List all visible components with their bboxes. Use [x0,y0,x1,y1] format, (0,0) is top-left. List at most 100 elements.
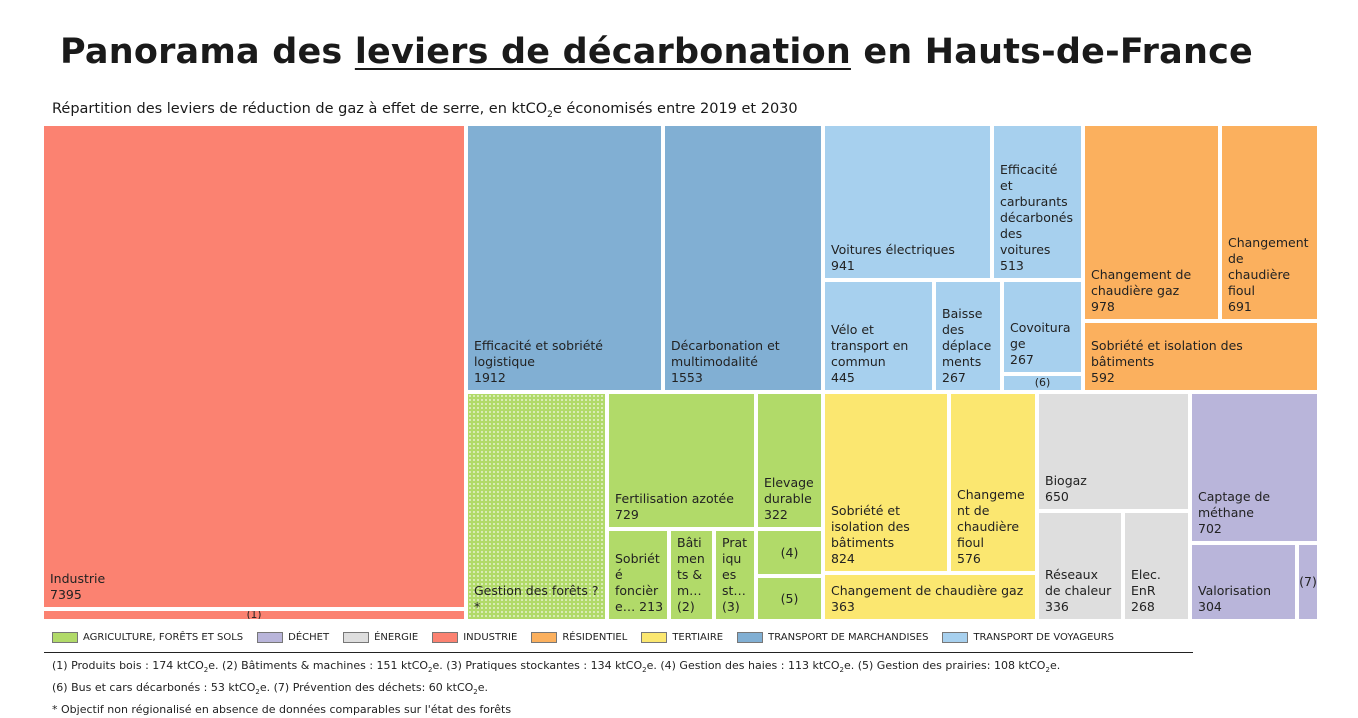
legend-item: TRANSPORT DE VOYAGEURS [942,632,1114,643]
cell-label: Vélo et transport en commun [831,322,909,369]
cell-value: 691 [1228,299,1252,314]
treemap-cell-produits-bois: (1) [42,609,466,621]
legend-item: RÉSIDENTIEL [531,632,627,643]
legend-item: DÉCHET [257,632,329,643]
treemap-cell-ter-chaudiere-fioul: Changeme nt de chaudière fioul 576 [949,392,1037,573]
cell-label: Elevage durable [764,475,814,506]
cell-value: 268 [1131,599,1155,614]
legend-item: INDUSTRIE [432,632,517,643]
cell-label: Bâti men ts & m…(2) [677,535,705,614]
legend-label: AGRICULTURE, FORÊTS ET SOLS [83,632,244,643]
cell-label: Gestion des forêts ?* [474,583,599,614]
treemap-cell-covoiturage: Covoitura ge 267 [1002,280,1083,374]
treemap-cell-captage-methane: Captage de méthane 702 [1190,392,1319,543]
treemap-cell-efficacite-sobriete-logistique: Efficacité et sobriété logistique 1912 [466,124,663,392]
treemap-cell-biogaz: Biogaz 650 [1037,392,1190,511]
cell-label: (1) [246,609,262,621]
cell-label: Changement de chaudière gaz [831,583,1024,598]
treemap-cell-bus-cars: (6) [1002,374,1083,392]
cell-label: Baisse des déplace ments [942,306,992,369]
treemap-cell-res-sobriete-isolation: Sobriété et isolation des bâtiments 592 [1083,321,1319,392]
page-title: Panorama des leviers de décarbonation en… [60,32,1253,72]
cell-label: Fertilisation azotée [615,491,734,506]
legend-swatch [52,632,78,643]
treemap-cell-industrie: Industrie 7395 [42,124,466,609]
cell-label: Sobriété et isolation des bâtiments [831,503,910,550]
cell-label: Valorisation [1198,583,1272,598]
legend-label: TERTIAIRE [672,632,724,643]
treemap-cell-prevention-dechets: (7) [1297,543,1319,621]
cell-label: Changement de chaudière gaz [1091,267,1192,298]
legend-label: TRANSPORT DE MARCHANDISES [768,632,929,643]
cell-label: Elec. EnR [1131,567,1161,598]
legend-item: TERTIAIRE [641,632,723,643]
legend-swatch [737,632,764,643]
treemap-cell-fertilisation-azotee: Fertilisation azotée 729 [607,392,756,529]
treemap-cell-batiments-machines: Bâti men ts & m…(2) [669,529,714,621]
legend-swatch [641,632,668,643]
cell-label: Covoitura ge [1010,320,1071,351]
legend-divider [44,652,1193,653]
cell-value: 729 [615,507,639,522]
treemap-cell-res-chaudiere-gaz: Changement de chaudière gaz 978 [1083,124,1220,321]
legend-label: TRANSPORT DE VOYAGEURS [973,632,1115,643]
cell-label: Biogaz [1045,473,1087,488]
treemap-cell-voitures-electriques: Voitures électriques 941 [823,124,992,280]
treemap-cell-decarbonation-multimodalite: Décarbonation et multimodalité 1553 [663,124,823,392]
legend-swatch [343,632,370,643]
cell-label: Changement de chaudière fioul [1228,235,1309,298]
footnote-line: * Objectif non régionalisé en absence de… [52,703,512,717]
treemap-cell-sobriete-fonciere: Sobriét é foncièr e… 213 [607,529,669,621]
footnote-line: (6) Bus et cars décarbonés : 53 ktCO2e. … [52,681,489,697]
treemap-cell-gestion-haies: (4) [756,529,823,576]
cell-value: 824 [831,551,855,566]
cell-value: 267 [1010,352,1034,367]
treemap-cell-valorisation: Valorisation 304 [1190,543,1297,621]
footnote-line: (1) Produits bois : 174 ktCO2e. (2) Bâti… [52,659,1061,675]
treemap-cell-baisse-deplacements: Baisse des déplace ments 267 [934,280,1002,392]
legend-label: DÉCHET [288,632,330,643]
treemap-cell-reseaux-chaleur: Réseaux de chaleur 336 [1037,511,1123,621]
cell-value: 336 [1045,599,1069,614]
cell-label: Voitures électriques [831,242,955,257]
treemap-cell-ter-sobriete-isolation: Sobriété et isolation des bâtiments 824 [823,392,949,573]
cell-label: Changeme nt de chaudière fioul [957,487,1025,550]
legend-item: ÉNERGIE [343,632,418,643]
legend-item: AGRICULTURE, FORÊTS ET SOLS [52,632,243,643]
cell-value: 650 [1045,489,1069,504]
cell-label: Captage de méthane [1198,489,1271,520]
cell-label: (4) [780,544,799,560]
cell-value: 702 [1198,521,1222,536]
legend-label: RÉSIDENTIEL [562,632,628,643]
cell-label: Sobriété et isolation des bâtiments [1091,338,1243,369]
cell-value: 445 [831,370,855,385]
treemap-cell-efficacite-carburants-voitures: Efficacité et carburants décarbonés des … [992,124,1083,280]
footnotes: (1) Produits bois : 174 ktCO2e. (2) Bâti… [52,657,1060,718]
legend-item: TRANSPORT DE MARCHANDISES [737,632,928,643]
legend-label: ÉNERGIE [374,632,419,643]
chart-subtitle: Répartition des leviers de réduction de … [52,101,798,120]
treemap-cell-gestion-prairies: (5) [756,576,823,621]
legend: AGRICULTURE, FORÊTS ET SOLS DÉCHET ÉNERGIE… [52,632,1128,643]
treemap-cell-pratiques-stockantes: Prat iqu es st…(3) [714,529,756,621]
legend-swatch [257,632,284,643]
cell-value: 363 [831,599,855,614]
treemap-cell-gestion-forets: Gestion des forêts ?* [466,392,607,621]
treemap-cell-elec-enr: Elec. EnR 268 [1123,511,1190,621]
cell-value: 941 [831,258,855,273]
cell-label: (5) [780,590,799,606]
legend-label: INDUSTRIE [463,632,518,643]
treemap-cell-res-chaudiere-fioul: Changement de chaudière fioul 691 [1220,124,1319,321]
cell-label: Prat iqu es st…(3) [722,535,748,614]
cell-label: (7) [1299,574,1317,589]
cell-label: (6) [1034,375,1051,389]
cell-value: 513 [1000,258,1024,273]
cell-value: 978 [1091,299,1115,314]
cell-value: 322 [764,507,788,522]
cell-value: 1553 [671,370,703,385]
legend-swatch [432,632,459,643]
treemap-cell-elevage-durable: Elevage durable 322 [756,392,823,529]
cell-label: Réseaux de chaleur [1045,567,1112,598]
cell-value: 267 [942,370,966,385]
